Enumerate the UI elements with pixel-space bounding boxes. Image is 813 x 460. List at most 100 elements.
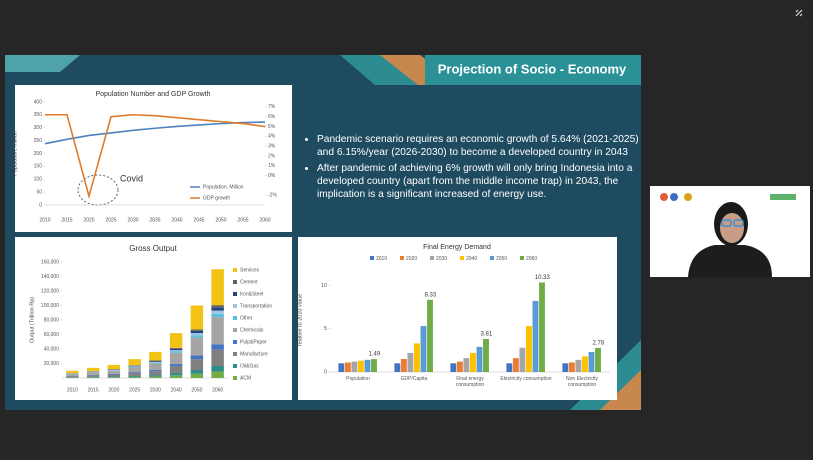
- bar: [420, 326, 427, 372]
- bar-segment: [128, 366, 141, 368]
- bar-segment: [149, 351, 162, 361]
- person: [688, 245, 772, 277]
- y2-tick-label: 2%: [268, 153, 276, 159]
- bar-segment: [211, 371, 224, 378]
- bar: [582, 356, 588, 372]
- bar: [506, 363, 513, 372]
- x-tick-label: 2030: [127, 217, 138, 223]
- panel: [298, 237, 617, 400]
- y-tick-label: 80,000: [44, 317, 60, 323]
- legend-label: ACM: [240, 375, 251, 381]
- legend-label: 2060: [526, 256, 537, 262]
- x-tick-label: 2050: [215, 217, 226, 223]
- bar-segment: [211, 307, 224, 311]
- x-tick-label: 2015: [88, 387, 99, 393]
- bullet-list: Pandemic scenario requires an economic g…: [305, 133, 642, 204]
- chart-title: Final Energy Demand: [423, 244, 491, 251]
- legend-label: Oil&Gas: [240, 363, 259, 369]
- bar-segment: [86, 375, 100, 377]
- bar-segment: [149, 361, 162, 363]
- bar-segment: [149, 362, 162, 364]
- x-tick-label: 2020: [108, 387, 119, 393]
- legend-label: Cement: [240, 279, 258, 285]
- bar: [483, 338, 489, 372]
- bar-segment: [190, 373, 204, 378]
- data-label: 2.78: [592, 340, 604, 346]
- y-tick-label: 50: [36, 189, 42, 195]
- expand-icon[interactable]: [795, 9, 803, 17]
- bar-segment: [107, 374, 121, 377]
- legend-swatch: [460, 256, 464, 260]
- y2-tick-label: 7%: [268, 104, 276, 110]
- bar: [526, 326, 532, 372]
- legend-label: Transportation: [240, 303, 272, 309]
- line-series: [44, 121, 266, 145]
- bar-segment: [149, 375, 162, 377]
- legend-label: Services: [240, 267, 260, 273]
- y-tick-label: 100: [34, 177, 43, 183]
- legend-swatch: [233, 268, 237, 272]
- legend-label: 2040: [466, 256, 477, 262]
- bar: [532, 300, 539, 372]
- bar: [344, 362, 351, 372]
- y-axis-label: relative to 2010 value: [297, 294, 303, 346]
- y-tick-label: 100,000: [41, 303, 59, 309]
- chart-title: Population Number and GDP Growth: [95, 91, 210, 98]
- x-tick-label: 2025: [129, 387, 140, 393]
- bar-segment: [86, 374, 100, 376]
- bar-segment: [128, 365, 141, 367]
- y-tick-label: 5: [324, 326, 327, 332]
- bar: [371, 359, 377, 372]
- y2-tick-label: 6%: [268, 114, 276, 120]
- legend-label: Iron&Steel: [240, 291, 263, 297]
- bar: [358, 360, 364, 372]
- y-axis-label: Population, million: [12, 131, 18, 176]
- bar: [400, 359, 407, 372]
- y-axis-label: Output (Trillion Rp): [29, 297, 35, 343]
- y-tick-label: 0: [324, 369, 327, 375]
- logo: [770, 194, 796, 200]
- legend-swatch: [490, 256, 494, 260]
- bar: [476, 346, 483, 372]
- x-tick-label-box: GDP/Capita: [401, 376, 428, 382]
- bar-segment: [190, 359, 204, 371]
- bar-segment: [128, 373, 141, 376]
- legend-swatch: [233, 364, 237, 368]
- legend-label: Pulp&Paper: [240, 339, 267, 345]
- y-tick-label: 40,000: [44, 346, 60, 352]
- x-tick-label: Final energy consumption: [455, 376, 485, 388]
- covid-circle: [77, 174, 119, 206]
- bar-segment: [190, 333, 204, 336]
- y2-tick-label: 0%: [268, 173, 276, 179]
- x-tick-label: 2060: [259, 217, 270, 223]
- y2-tick-label: 3%: [268, 143, 276, 149]
- title-banner: [425, 55, 641, 85]
- x-tick-label: Electricity consumption: [500, 376, 552, 382]
- legend-label: 2050: [496, 256, 507, 262]
- bar-segment: [169, 364, 183, 367]
- bar-segment: [169, 347, 183, 349]
- bar-segment: [190, 355, 204, 360]
- data-label: 1.49: [368, 352, 380, 358]
- bar-segment: [107, 370, 121, 374]
- y-tick-label: 150: [34, 164, 43, 170]
- bar-segment: [211, 269, 224, 306]
- y-tick-label: 400: [34, 99, 43, 105]
- bar-segment: [66, 376, 79, 378]
- y-tick-label: 10: [321, 283, 327, 289]
- bar-segment: [107, 376, 121, 378]
- x-tick-label: 2045: [193, 217, 204, 223]
- legend-label: 2030: [436, 256, 447, 262]
- y-tick-label: 160,000: [41, 259, 59, 265]
- legend-label: Other: [240, 315, 253, 321]
- bar: [539, 282, 545, 372]
- y2-tick-label: 5%: [268, 124, 276, 130]
- bar-segment: [149, 363, 162, 370]
- logo: [684, 193, 692, 201]
- bar-segment: [190, 337, 204, 356]
- bar-segment: [169, 333, 183, 348]
- bar-segment: [169, 348, 183, 351]
- logo: [670, 193, 678, 201]
- legend-swatch: [233, 328, 237, 332]
- bar-segment: [190, 329, 204, 331]
